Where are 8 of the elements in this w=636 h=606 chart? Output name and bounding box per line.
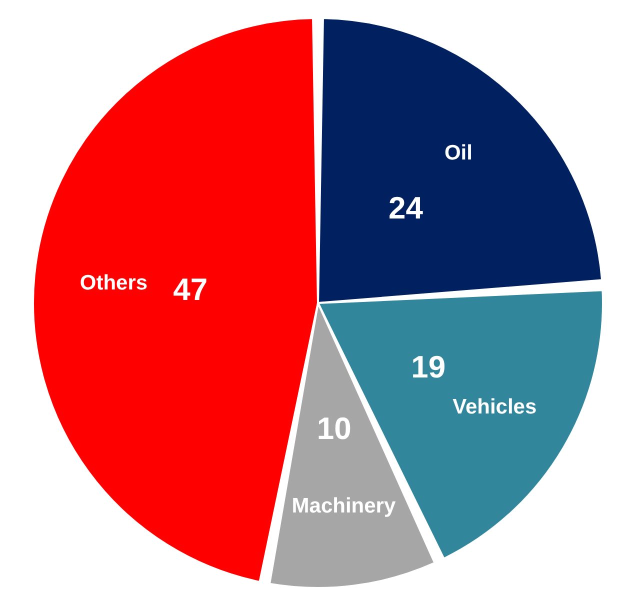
slice-label: Machinery [292,494,396,518]
data-label: 47 [173,272,208,307]
slice-label: Oil [444,141,472,164]
data-label: 19 [411,349,446,384]
slice-label: Vehicles [452,395,537,418]
data-label: 10 [316,411,352,446]
data-label: 24 [388,190,424,226]
slice-label: Others [80,272,148,295]
